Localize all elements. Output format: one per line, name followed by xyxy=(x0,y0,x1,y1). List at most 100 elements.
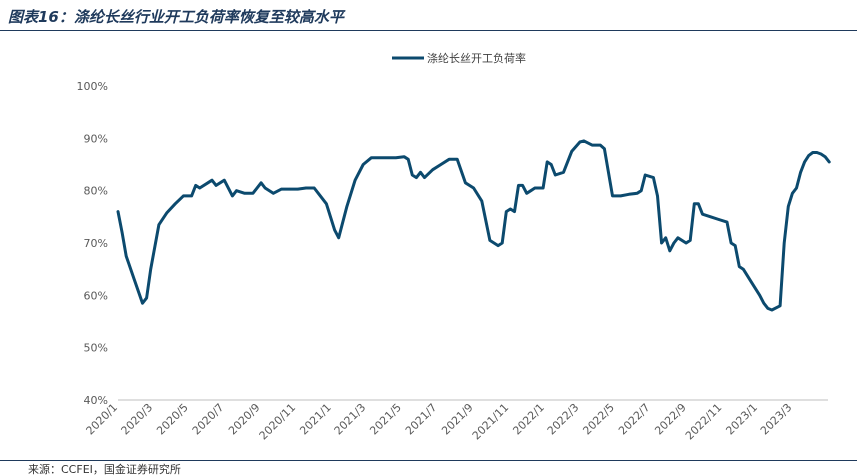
legend-label: 涤纶长丝开工负荷率 xyxy=(427,51,526,65)
data-point xyxy=(272,192,275,195)
x-tick-label: 2021/1 xyxy=(297,401,334,438)
data-point xyxy=(423,176,426,179)
x-tick-label: 2022/5 xyxy=(580,401,617,438)
data-point xyxy=(296,187,299,191)
data-point xyxy=(766,307,770,310)
data-point xyxy=(562,171,565,174)
data-point xyxy=(725,220,729,224)
data-point xyxy=(697,202,700,205)
data-point xyxy=(742,268,745,271)
data-point xyxy=(554,173,557,177)
data-point xyxy=(513,210,516,213)
data-point xyxy=(411,173,414,177)
data-point xyxy=(280,187,283,191)
data-point xyxy=(783,241,786,245)
data-point xyxy=(141,302,144,305)
data-point xyxy=(521,184,524,187)
data-point xyxy=(701,213,704,216)
data-point xyxy=(635,192,639,195)
data-point xyxy=(599,143,602,147)
data-point xyxy=(676,236,680,239)
data-point xyxy=(517,184,520,187)
data-point xyxy=(734,244,737,247)
data-point xyxy=(525,192,528,195)
data-point xyxy=(165,211,169,214)
data-point xyxy=(370,156,373,159)
data-point xyxy=(803,160,806,164)
x-tick-label: 2023/1 xyxy=(723,401,760,438)
data-point xyxy=(799,171,802,174)
data-point xyxy=(570,150,573,153)
data-point xyxy=(828,160,831,164)
x-tick-label: 2020/7 xyxy=(190,401,227,438)
data-point xyxy=(174,202,177,205)
data-point xyxy=(214,184,218,187)
data-point xyxy=(717,218,720,221)
data-point xyxy=(582,139,586,143)
data-point xyxy=(325,202,328,205)
data-point xyxy=(304,186,308,190)
data-point xyxy=(758,294,761,297)
data-point xyxy=(353,179,357,182)
x-tick-label: 2022/7 xyxy=(616,401,653,438)
data-point xyxy=(251,192,255,195)
x-tick-label: 2020/3 xyxy=(119,401,156,438)
data-point xyxy=(431,168,434,171)
x-tick-label: 2021/7 xyxy=(403,401,440,438)
data-point xyxy=(206,181,210,184)
data-point xyxy=(394,156,398,159)
y-tick-label: 50% xyxy=(84,342,108,355)
data-point xyxy=(533,186,537,190)
data-point xyxy=(541,186,545,190)
data-point xyxy=(157,223,161,226)
x-tick-label: 2021/3 xyxy=(332,401,369,438)
data-point xyxy=(259,181,263,184)
data-point xyxy=(145,296,148,300)
data-point xyxy=(709,215,712,218)
data-point xyxy=(198,186,201,190)
data-point xyxy=(578,140,582,144)
footer-divider xyxy=(0,460,857,461)
data-point xyxy=(729,241,733,245)
x-tick-label: 2021/5 xyxy=(367,401,404,438)
data-point xyxy=(791,192,794,195)
x-tick-label: 2022/1 xyxy=(510,401,547,438)
data-point xyxy=(288,187,291,191)
data-point xyxy=(120,231,124,234)
data-point xyxy=(652,176,655,179)
data-point xyxy=(603,147,606,150)
source-note: 来源：CCFEI，国金证券研究所 xyxy=(28,463,181,476)
x-tick-label: 2023/3 xyxy=(758,401,795,438)
data-point xyxy=(231,194,234,198)
data-point xyxy=(815,151,819,154)
data-point xyxy=(668,249,671,252)
x-tick-label: 2020/5 xyxy=(154,401,191,438)
x-tick-label: 2022/3 xyxy=(545,401,582,438)
data-point xyxy=(223,179,226,182)
data-point xyxy=(378,156,381,159)
data-point xyxy=(689,239,692,242)
data-point xyxy=(738,265,741,268)
data-point xyxy=(644,173,647,177)
data-point xyxy=(509,207,512,211)
x-tick-label: 2022/11 xyxy=(683,401,725,443)
y-tick-label: 70% xyxy=(84,237,108,250)
data-point xyxy=(415,176,418,179)
data-point xyxy=(337,236,340,239)
x-tick-label: 2020/11 xyxy=(257,401,299,443)
chart-title: 图表16：涤纶长丝行业开工负荷率恢复至较高水平 xyxy=(8,8,344,26)
data-point xyxy=(263,186,267,190)
legend: 涤纶长丝开工负荷率 xyxy=(392,51,526,65)
data-point xyxy=(546,160,549,164)
data-point xyxy=(619,194,622,198)
data-point xyxy=(149,268,152,271)
data-point xyxy=(194,184,197,187)
data-point xyxy=(819,152,823,156)
data-point xyxy=(386,156,389,159)
data-point xyxy=(550,163,553,166)
title-divider xyxy=(0,30,857,31)
data-point xyxy=(235,189,238,192)
data-point xyxy=(684,241,688,245)
data-point xyxy=(664,236,667,239)
